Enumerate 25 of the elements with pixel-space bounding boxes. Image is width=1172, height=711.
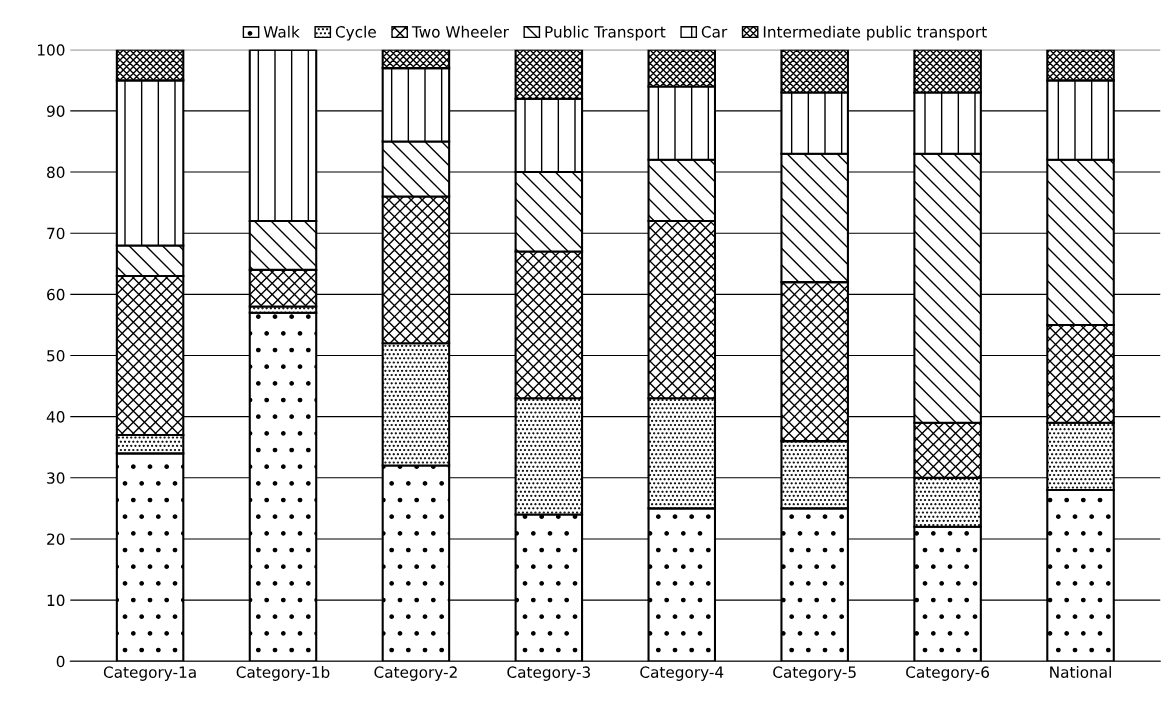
x-tick-label: Category-2 (374, 666, 457, 681)
x-tick-label: Category-1b (236, 666, 330, 681)
x-tick-label: Category-1a (103, 666, 196, 681)
legend-label: Public Transport (545, 25, 666, 41)
x-tick-label: Category-6 (906, 666, 990, 681)
x-tick-label: Category-3 (507, 666, 590, 681)
y-tick-label: 70 (47, 227, 65, 240)
y-tick-label: 100 (37, 44, 65, 56)
y-tick-label: 90 (46, 105, 65, 117)
x-tick-label: Category-4 (640, 666, 724, 681)
legend-label: Walk (263, 25, 300, 38)
legend-label: Two Wheeler (411, 25, 509, 38)
y-tick-label: 20 (47, 533, 65, 545)
y-tick-label: 30 (47, 472, 65, 484)
legend-label: Cycle (335, 25, 376, 41)
x-tick-label: Category-5 (773, 666, 856, 681)
legend-label: Intermediate public transport (763, 25, 987, 41)
legend-label: Car (701, 26, 728, 38)
x-tick-label: National (1050, 666, 1111, 678)
y-tick-label: 40 (46, 411, 65, 423)
y-tick-label: 0 (56, 655, 65, 668)
y-tick-label: 10 (47, 594, 65, 607)
y-tick-label: 80 (47, 166, 65, 179)
y-tick-label: 50 (47, 349, 65, 362)
y-tick-label: 60 (47, 288, 65, 301)
